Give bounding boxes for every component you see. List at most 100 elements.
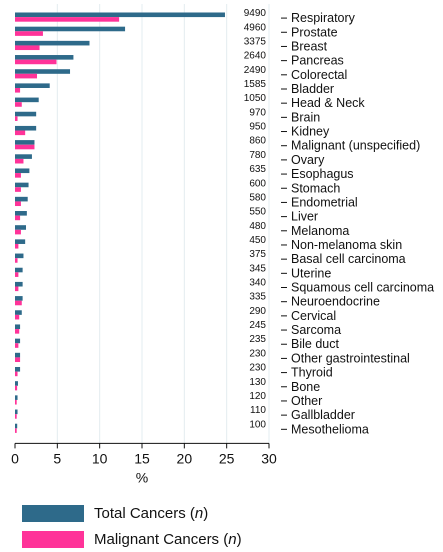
count-label: 635 — [249, 164, 266, 175]
count-label: 580 — [249, 192, 266, 203]
bar-malignant — [15, 343, 19, 348]
count-label: 2490 — [244, 65, 267, 76]
bar-total — [15, 381, 18, 386]
x-tick-label: 20 — [177, 450, 193, 466]
count-label: 780 — [249, 150, 266, 161]
bar-malignant — [15, 414, 17, 419]
bar-malignant — [15, 144, 35, 150]
bar-malignant — [15, 73, 38, 79]
category-label: Basal cell carcinoma — [291, 252, 406, 266]
bar-total — [15, 423, 18, 429]
bar-malignant — [15, 286, 19, 292]
bar-malignant — [15, 201, 21, 207]
count-label: 230 — [249, 363, 266, 374]
bar-total — [15, 140, 35, 145]
bar-malignant — [15, 59, 57, 65]
count-label: 3375 — [244, 36, 267, 47]
bar-malignant — [15, 399, 17, 405]
x-tick-label: 5 — [53, 450, 61, 466]
category-label: Esophagus — [291, 167, 354, 181]
bar-total — [15, 40, 90, 46]
bar-total — [15, 310, 22, 315]
x-tick-label: 0 — [11, 450, 19, 466]
bar-total — [15, 196, 28, 202]
bar-malignant — [15, 428, 17, 433]
category-label: Brain — [291, 110, 320, 124]
count-label: 1585 — [244, 79, 267, 90]
bar-total — [15, 352, 21, 358]
bar-total — [15, 296, 23, 301]
count-label: 340 — [249, 278, 266, 289]
count-label: 245 — [249, 320, 266, 331]
bar-malignant — [15, 17, 120, 22]
legend-label-total: Total Cancers (n) — [94, 504, 209, 522]
category-label: Respiratory — [291, 11, 356, 25]
bar-malignant — [15, 272, 19, 277]
bar-malignant — [15, 258, 18, 263]
x-tick-label: 15 — [134, 450, 150, 466]
bar-malignant — [15, 329, 20, 334]
category-label: Pancreas — [291, 54, 344, 68]
count-label: 335 — [249, 292, 266, 303]
bar-total — [15, 111, 37, 117]
count-label: 230 — [249, 348, 266, 359]
category-label: Malignant (unspecified) — [291, 139, 420, 153]
bar-total — [15, 253, 24, 259]
bar-total — [15, 409, 18, 415]
bar-malignant — [15, 130, 26, 136]
bar-total — [15, 97, 39, 103]
category-label: Squamous cell carcinoma — [291, 281, 434, 295]
category-label: Non-melanoma skin — [291, 238, 402, 252]
category-label: Gallbladder — [291, 408, 355, 422]
count-label: 1050 — [244, 93, 267, 104]
count-label: 600 — [249, 178, 266, 189]
bar-malignant — [15, 300, 22, 306]
bar-malignant — [15, 215, 21, 221]
bar-malignant — [15, 385, 18, 391]
category-label: Head & Neck — [291, 96, 365, 110]
count-label: 235 — [249, 334, 266, 345]
category-label: Stomach — [291, 181, 340, 195]
bar-total — [15, 168, 30, 174]
category-label: Sarcoma — [291, 323, 341, 337]
count-label: 860 — [249, 136, 266, 147]
bar-total — [15, 182, 29, 188]
count-label: 9490 — [244, 8, 267, 19]
bar-malignant — [15, 31, 43, 36]
count-label: 110 — [250, 405, 266, 416]
count-label: 950 — [249, 122, 266, 133]
bar-total — [15, 83, 50, 88]
count-label: 550 — [249, 207, 266, 218]
count-label: 345 — [249, 263, 266, 274]
bar-total — [15, 154, 32, 159]
bar-total — [15, 324, 21, 330]
bar-total — [15, 69, 71, 74]
category-label: Neuroendocrine — [291, 295, 380, 309]
count-label: 100 — [249, 419, 266, 430]
bar-malignant — [15, 357, 21, 363]
x-tick-label: 10 — [92, 450, 108, 466]
category-label: Thyroid — [291, 366, 333, 380]
category-label: Breast — [291, 39, 328, 53]
count-label: 290 — [249, 306, 266, 317]
bar-chart: 9490 Respiratory 4960 Prostate 3375 Breast 264… — [11, 4, 434, 485]
bar-malignant — [15, 371, 18, 377]
bar-malignant — [15, 314, 20, 320]
bar-malignant — [15, 187, 21, 192]
count-label: 970 — [249, 107, 266, 118]
bar-total — [15, 239, 26, 244]
category-label: Colorectal — [291, 68, 347, 82]
bar-total — [15, 281, 23, 287]
legend-swatch-total — [22, 504, 84, 522]
x-tick-label: 30 — [261, 450, 277, 466]
legend-item-total: Total Cancers (n) — [22, 500, 242, 526]
legend-label-malignant: Malignant Cancers (n) — [94, 530, 242, 548]
category-label: Mesothelioma — [291, 422, 369, 436]
bar-total — [15, 55, 74, 60]
bar-total — [15, 267, 23, 273]
count-label: 450 — [249, 235, 266, 246]
legend-swatch-malignant — [22, 530, 84, 548]
category-label: Endometrial — [291, 195, 358, 209]
bar-total — [15, 12, 225, 18]
count-label: 130 — [249, 377, 266, 388]
